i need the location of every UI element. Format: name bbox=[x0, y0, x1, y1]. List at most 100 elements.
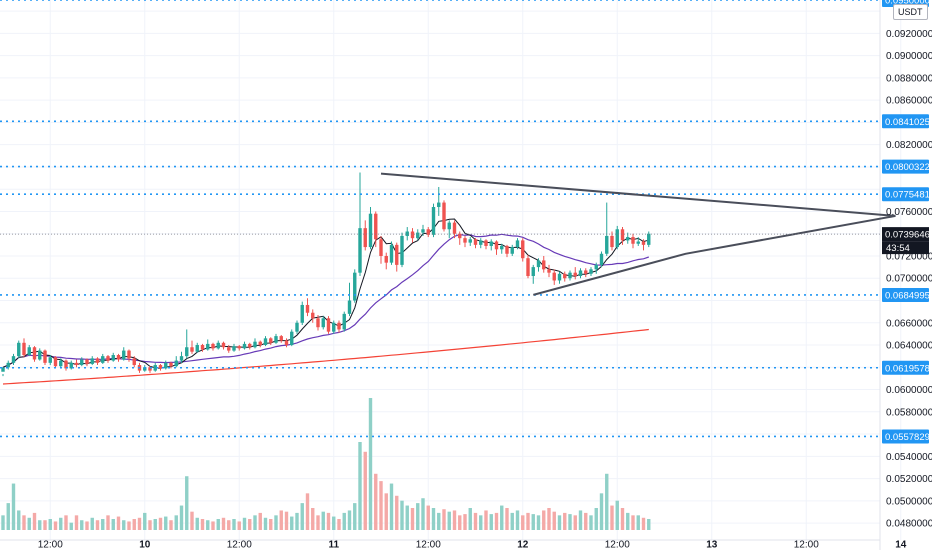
volume-bar bbox=[74, 515, 79, 530]
time-tick-label: 14 bbox=[895, 540, 907, 550]
candle-body bbox=[647, 233, 651, 245]
volume-bar bbox=[148, 520, 152, 530]
candle-body bbox=[500, 245, 504, 250]
level-label: 0.0557829 bbox=[885, 432, 930, 443]
candle-body bbox=[479, 240, 483, 245]
support-resistance-levels: 0.0950000 0.0841025 0.0800322 0.0775481 0.06… bbox=[0, 0, 930, 444]
candle-body bbox=[526, 258, 530, 277]
candle-body bbox=[211, 343, 215, 349]
volume-bar bbox=[127, 521, 131, 530]
candle-body bbox=[400, 235, 404, 265]
candle-body bbox=[258, 341, 262, 346]
candle-body bbox=[363, 228, 367, 248]
level-label: 0.0775481 bbox=[885, 190, 930, 201]
candle-body bbox=[458, 233, 462, 239]
volume-bar bbox=[384, 493, 388, 530]
volume-bar bbox=[599, 493, 604, 530]
candle-body bbox=[1, 367, 5, 372]
price-tick-label: 0.0700000 bbox=[886, 274, 932, 285]
volume-bar bbox=[316, 515, 320, 530]
candle-body bbox=[90, 358, 94, 364]
volume-bar bbox=[279, 510, 283, 530]
volume-bar bbox=[32, 512, 37, 530]
volume-bar bbox=[568, 514, 572, 530]
level-label-box bbox=[882, 187, 929, 202]
candle-body bbox=[80, 359, 84, 366]
level-label: 0.0619578 bbox=[885, 363, 930, 374]
candle-body bbox=[195, 345, 199, 352]
candle-body bbox=[463, 238, 467, 243]
candle-body bbox=[615, 229, 619, 248]
price-tick-label: 0.0880000 bbox=[886, 73, 932, 84]
candle-body bbox=[316, 318, 320, 328]
volume-bar bbox=[179, 505, 184, 530]
volume-bar bbox=[248, 519, 252, 530]
time-tick-label: 12 bbox=[517, 540, 529, 550]
volume-bar bbox=[389, 483, 394, 530]
candle-body bbox=[521, 240, 525, 259]
volume-bar bbox=[368, 398, 373, 530]
candle-body bbox=[610, 235, 614, 248]
candle-body bbox=[437, 202, 441, 208]
time-tick-label: 12:00 bbox=[794, 540, 819, 550]
candle-body bbox=[164, 362, 168, 369]
volume-bar bbox=[342, 512, 346, 530]
candle-body bbox=[200, 345, 205, 350]
volume-bar bbox=[263, 517, 268, 530]
candle-body bbox=[374, 213, 378, 240]
candle-body bbox=[206, 343, 210, 350]
volume-bar bbox=[164, 516, 168, 530]
current-price-label: 0.0739646 bbox=[885, 230, 930, 241]
candle-body bbox=[536, 260, 541, 268]
volume-bar bbox=[531, 514, 535, 530]
volume-bar bbox=[615, 500, 619, 530]
time-tick-label: 13 bbox=[706, 540, 718, 550]
volume-bar bbox=[363, 451, 367, 530]
volume-bar bbox=[43, 520, 47, 530]
price-tick-label: 0.0540000 bbox=[886, 452, 932, 463]
candle-body bbox=[305, 304, 310, 313]
volume-bar bbox=[510, 512, 514, 530]
candle-body bbox=[27, 347, 31, 356]
volume-bar bbox=[290, 516, 294, 530]
candle-body bbox=[122, 350, 126, 360]
volume-bar bbox=[405, 505, 409, 530]
volume-bar bbox=[557, 515, 562, 530]
volume-bar bbox=[500, 505, 504, 530]
candle-body bbox=[431, 207, 436, 235]
volume-bar bbox=[620, 508, 625, 530]
candle-body bbox=[542, 260, 546, 270]
volume-bar bbox=[547, 508, 551, 530]
candle-body bbox=[468, 239, 472, 243]
candle-body bbox=[631, 237, 635, 244]
volume-bar bbox=[479, 515, 483, 530]
countdown-box bbox=[882, 241, 929, 255]
volume-bar bbox=[395, 495, 399, 530]
volume-bar bbox=[153, 519, 157, 530]
volume-bar bbox=[489, 514, 493, 530]
currency-badge[interactable]: USDT bbox=[893, 4, 928, 20]
volume-bars bbox=[1, 398, 651, 530]
price-tick-label: 0.0660000 bbox=[886, 318, 932, 329]
candle-body bbox=[641, 241, 646, 245]
candle-body bbox=[269, 338, 273, 343]
volume-bar bbox=[347, 510, 352, 530]
price-tick-label: 0.0900000 bbox=[886, 51, 932, 62]
candle-body bbox=[484, 240, 488, 246]
candle-body bbox=[636, 241, 640, 244]
candle-body bbox=[43, 350, 47, 363]
candle-body bbox=[395, 244, 399, 265]
candle-body bbox=[185, 347, 189, 357]
volume-bar bbox=[641, 517, 646, 530]
price-tick-label: 0.0500000 bbox=[886, 496, 932, 507]
candle-body bbox=[274, 336, 278, 343]
candle-body bbox=[216, 342, 220, 349]
candle-body bbox=[95, 358, 100, 363]
candle-body bbox=[69, 362, 73, 369]
time-tick-label: 11 bbox=[328, 540, 339, 550]
volume-bar bbox=[206, 520, 210, 530]
candle-body bbox=[38, 350, 42, 360]
candle-body bbox=[232, 346, 236, 351]
